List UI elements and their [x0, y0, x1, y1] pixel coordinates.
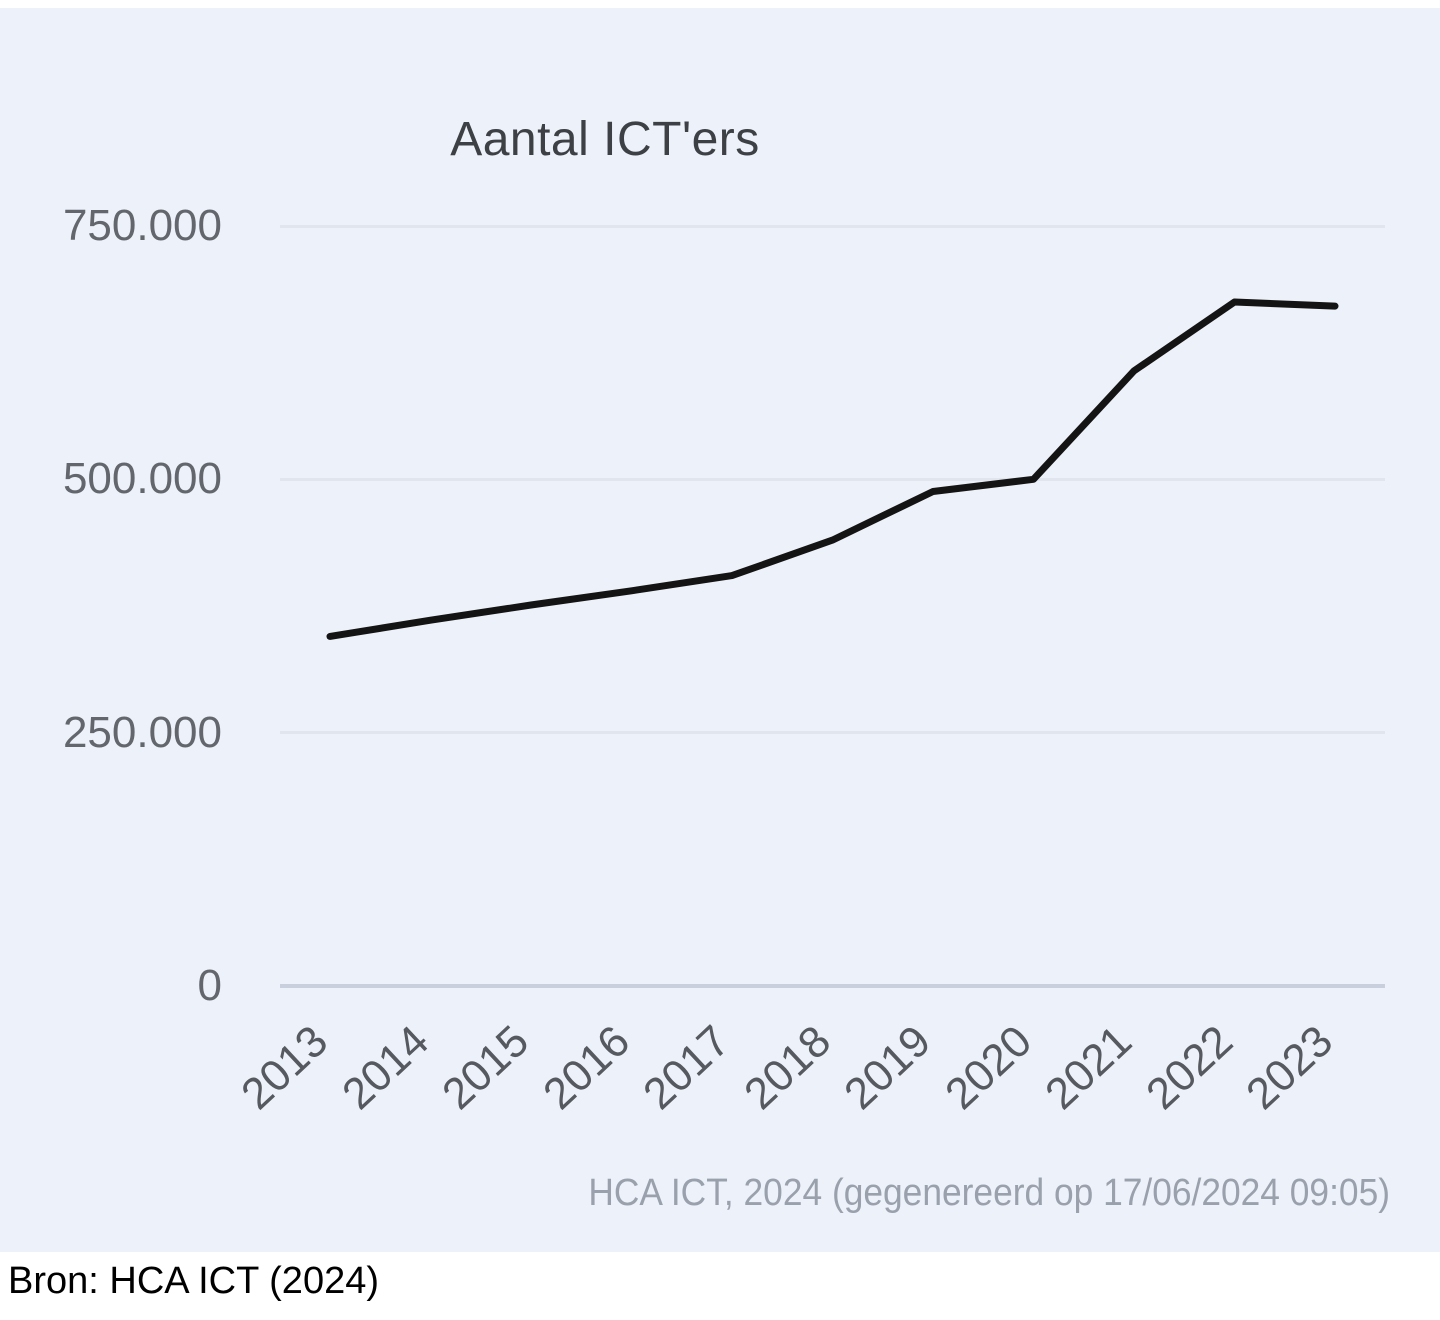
gridline: [280, 477, 1385, 481]
y-tick-label: 250.000: [62, 707, 222, 757]
chart-caption: HCA ICT, 2024 (gegenereerd op 17/06/2024…: [588, 1172, 1390, 1214]
data-line-aantal-icters: [326, 298, 1339, 640]
y-tick-label: 500.000: [62, 454, 222, 504]
x-axis-baseline: [280, 984, 1385, 988]
gridline: [280, 224, 1385, 228]
source-note: Bron: HCA ICT (2024): [8, 1260, 380, 1302]
chart-panel: [0, 8, 1440, 1252]
y-tick-label: 0: [197, 961, 222, 1010]
chart-title: Aantal ICT'ers: [450, 113, 760, 166]
gridline: [280, 731, 1385, 735]
y-tick-label: 750.000: [62, 201, 222, 250]
